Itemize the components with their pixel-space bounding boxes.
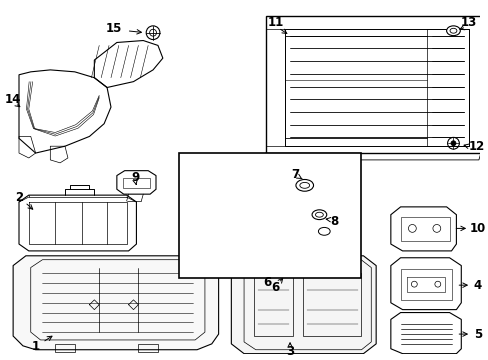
Text: 4: 4: [473, 279, 481, 292]
Polygon shape: [231, 256, 375, 354]
Text: 1: 1: [32, 340, 40, 353]
Text: 3: 3: [285, 345, 293, 358]
Text: 5: 5: [473, 328, 481, 341]
Circle shape: [450, 141, 455, 146]
Text: 12: 12: [468, 140, 485, 153]
Text: 13: 13: [460, 17, 476, 30]
Text: 6: 6: [263, 276, 271, 289]
Bar: [179, 153, 360, 278]
Text: 14: 14: [5, 93, 21, 106]
Text: 2: 2: [15, 190, 23, 204]
Ellipse shape: [318, 228, 329, 235]
Text: 7: 7: [290, 168, 298, 181]
Polygon shape: [189, 168, 336, 266]
Text: 10: 10: [469, 222, 485, 235]
Polygon shape: [13, 256, 218, 350]
Text: 6: 6: [271, 280, 279, 294]
Text: 15: 15: [105, 22, 122, 35]
Text: 8: 8: [329, 215, 338, 228]
Text: 9: 9: [131, 171, 139, 184]
Text: 11: 11: [267, 17, 283, 30]
Ellipse shape: [446, 26, 459, 36]
Ellipse shape: [295, 180, 313, 191]
Ellipse shape: [311, 210, 326, 220]
